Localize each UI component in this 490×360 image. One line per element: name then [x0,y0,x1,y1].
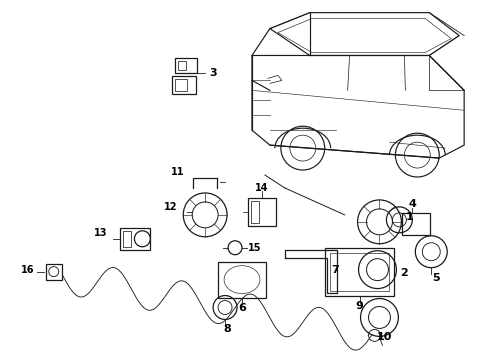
Bar [402,213,430,235]
Text: 14: 14 [255,183,269,193]
Text: 13: 13 [94,228,107,238]
Bar [218,262,266,298]
Text: 6: 6 [238,302,246,312]
Text: 4: 4 [408,199,416,209]
Bar [175,58,197,73]
Text: 16: 16 [21,265,35,275]
Text: 5: 5 [433,273,440,283]
Text: 11: 11 [171,167,184,177]
Bar [248,198,276,226]
Bar [46,264,62,280]
Text: 7: 7 [331,265,339,275]
Bar [325,248,394,296]
Bar [251,201,259,223]
Text: 10: 10 [377,332,392,342]
Text: 9: 9 [356,301,364,311]
Text: 8: 8 [223,324,231,334]
Bar [178,62,186,71]
Bar [123,231,131,247]
Bar [121,228,150,250]
Text: 12: 12 [164,202,177,212]
Text: 3: 3 [209,68,217,78]
Bar [172,76,196,94]
Text: 15: 15 [248,243,262,253]
Text: 2: 2 [400,267,408,278]
Text: 1: 1 [406,212,413,222]
Bar [175,80,187,91]
Bar [330,253,390,291]
